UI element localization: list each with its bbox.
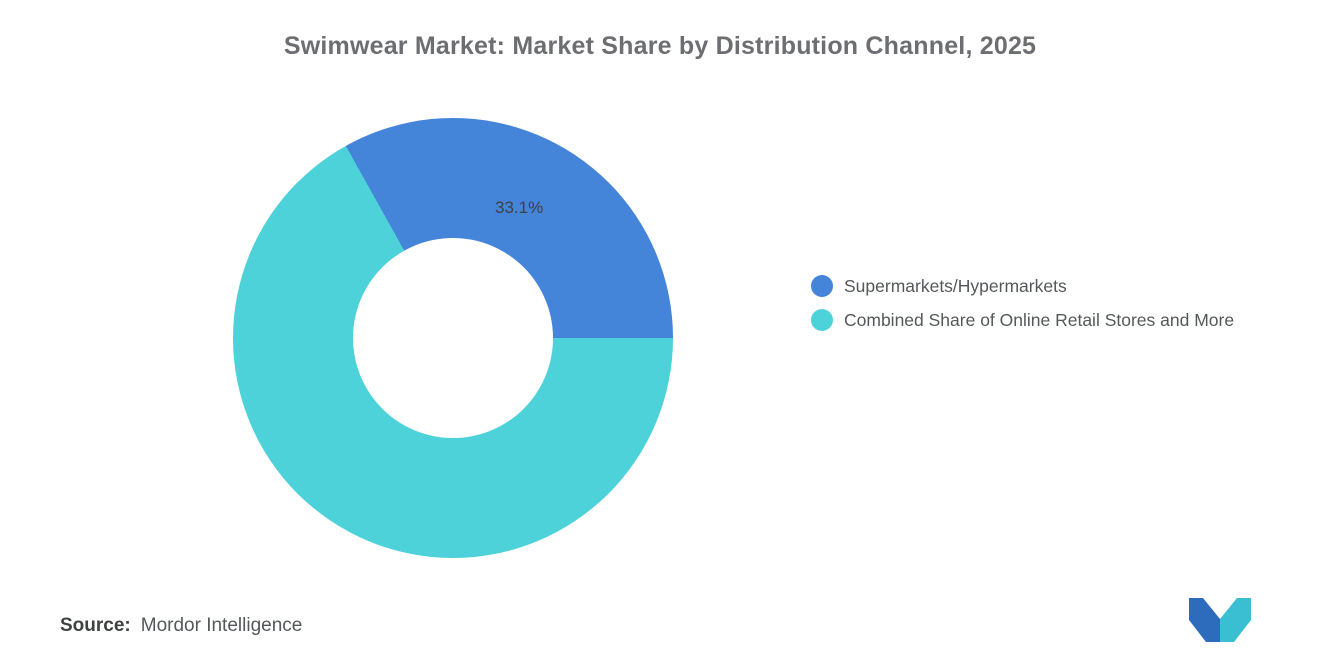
source-prefix: Source: [60, 615, 131, 636]
legend-label: Combined Share of Online Retail Stores a… [844, 310, 1235, 330]
legend-dot [811, 275, 833, 297]
legend-label: Supermarkets/Hypermarkets [844, 276, 1067, 296]
donut-chart: 33.1% [233, 118, 673, 558]
chart-title: Swimwear Market: Market Share by Distrib… [283, 32, 1037, 60]
source-text: Mordor Intelligence [140, 615, 303, 636]
donut-hole [353, 238, 553, 438]
legend: Supermarkets/Hypermarkets Combined Share… [811, 272, 1234, 334]
logo-right-ribbon [1220, 598, 1251, 642]
slice-data-label: 33.1% [495, 198, 544, 217]
legend-item: Supermarkets/Hypermarkets [811, 272, 1234, 300]
logo-left-ribbon [1189, 598, 1220, 642]
mordor-intelligence-logo [1189, 598, 1251, 642]
legend-item: Combined Share of Online Retail Stores a… [811, 306, 1234, 334]
legend-dot [811, 309, 833, 331]
source-line: Source: Mordor Intelligence [60, 615, 302, 637]
